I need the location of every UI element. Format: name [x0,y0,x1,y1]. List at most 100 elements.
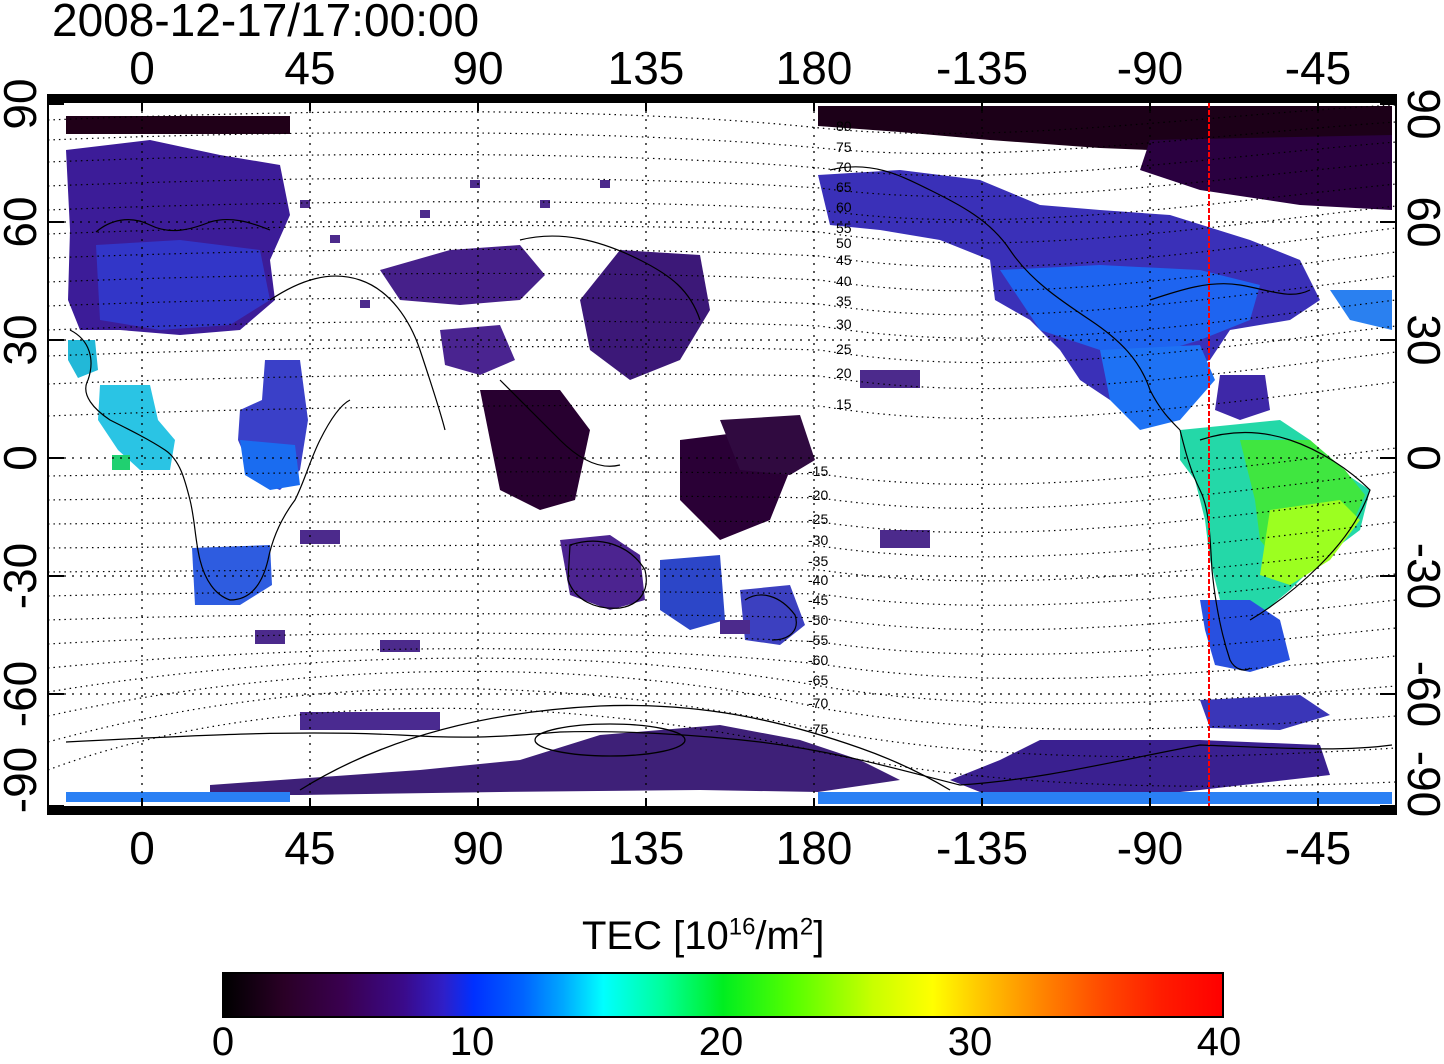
magnetic-latitude-contours [48,104,1396,787]
mlat-label: -70 [808,695,828,711]
lat-tick-label: -30 [1398,543,1444,609]
map-frame-top [48,95,1396,103]
tec-patch [66,792,290,802]
lon-tick-labels-top: 0 45 90 135 180 -135 -90 -45 [129,42,1351,94]
tec-patch [1140,135,1392,210]
lon-tick-label: 135 [608,822,685,874]
mlat-label: 45 [836,252,852,268]
colorbar-tick-label: 40 [1196,1020,1242,1064]
lat-tick-label: -90 [0,747,46,813]
lon-tick-label: 0 [129,42,155,94]
lat-tick-label: -60 [1398,661,1444,727]
mlat-label: -60 [808,652,828,668]
colorbar-title-main: TEC [10 [582,914,729,958]
lat-tick-label: 60 [1398,196,1444,247]
timestamp: 2008-12-17/17:00:00 [52,0,480,46]
mlat-label: -75 [808,721,828,737]
lon-tick-label: 90 [452,42,503,94]
lat-tick-labels-left: 90 60 30 0 -30 -60 -90 [0,78,46,813]
tec-patch [440,325,515,375]
tec-patch [950,740,1330,800]
mlat-label: -25 [808,511,828,527]
tec-patch [380,245,545,305]
colorbar-title-sup1: 16 [728,913,756,941]
lat-tick-label: 90 [1398,88,1444,139]
tec-patch [580,250,710,380]
lon-tick-labels-bottom: 0 45 90 135 180 -135 -90 -45 [129,822,1351,874]
plot-frame [47,94,1397,815]
lon-tick-label: -135 [936,822,1028,874]
mlat-label: 35 [836,293,852,309]
mlat-label: -15 [808,463,828,479]
tec-cell [255,630,285,644]
colorbar-title-mid: /m [755,914,800,958]
mlat-label: -40 [808,572,828,588]
colorbar-tick-label: 20 [698,1020,744,1064]
tec-patch [300,712,440,730]
tec-cell [880,530,930,548]
tec-patch [98,385,175,470]
lon-tick-label: -45 [1285,822,1351,874]
colorbar-title-sup2: 2 [799,913,814,941]
mlat-label: 40 [836,273,852,289]
mlat-label: -45 [808,592,828,608]
lat-tick-label: -90 [1398,751,1444,817]
lon-tick-label: 180 [776,822,853,874]
mlat-label: 20 [836,365,852,381]
tec-cell [360,300,370,308]
map-grid [48,103,1396,812]
tec-cell [300,530,340,544]
tec-patch [818,792,1392,804]
colorbar-title-end: ] [813,914,825,958]
mlat-label: 70 [836,159,852,175]
lon-tick-label: -90 [1117,822,1183,874]
lon-tick-label: 180 [776,42,853,94]
tec-cell [470,180,480,188]
tec-cell [860,370,920,388]
tec-patch [1330,290,1392,330]
mlat-label: -20 [808,487,828,503]
lat-tick-labels-right: 90 60 30 0 -30 -60 -90 [1398,88,1444,817]
colorbar-title: TEC [1016/m2] [582,912,824,960]
tec-cell [300,200,310,208]
axis-ticks [48,95,1396,814]
tec-patch [240,440,300,490]
tec-patch [560,535,645,610]
tec-cell [420,210,430,218]
tec-patch [1100,345,1215,430]
colorbar [222,972,1224,1018]
lon-tick-label: 45 [284,822,335,874]
tec-patch [720,415,815,475]
mlat-label: 80 [836,118,852,134]
colorbar-tick-label: 30 [947,1020,993,1064]
tec-patch [480,390,590,510]
lat-tick-label: 90 [0,78,46,129]
mlat-label: -65 [808,672,828,688]
tec-patch [66,116,290,134]
lon-tick-label: -90 [1117,42,1183,94]
mlat-label: -35 [808,553,828,569]
mlat-label: 65 [836,179,852,195]
tec-cell [540,200,550,208]
tec-patches [66,106,1392,804]
tec-patch [740,585,805,645]
colorbar-tick-label: 10 [449,1020,495,1064]
lon-tick-label: 45 [284,42,335,94]
lat-tick-label: 30 [0,314,46,365]
mlat-label: -55 [808,632,828,648]
coastlines [65,166,1393,786]
mlat-label: 60 [836,199,852,215]
tec-patch [1215,375,1270,420]
lon-tick-label: 0 [129,822,155,874]
colorbar-tick-label: 0 [211,1020,235,1064]
tec-patch [1200,695,1330,730]
lat-tick-label: 0 [1398,445,1444,471]
tec-cell [380,640,420,652]
tec-cell [330,235,340,243]
lon-tick-label: -135 [936,42,1028,94]
lat-tick-label: -60 [0,661,46,727]
lon-tick-label: -45 [1285,42,1351,94]
mlat-label: 25 [836,341,852,357]
mlat-label: 30 [836,316,852,332]
